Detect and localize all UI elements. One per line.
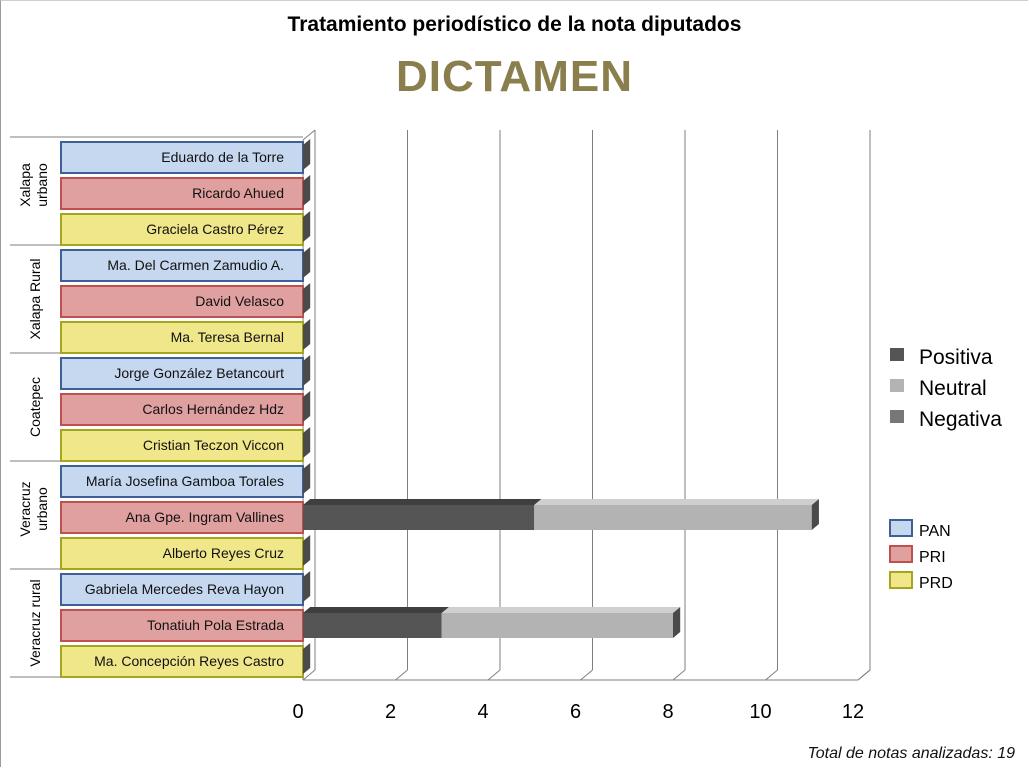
candidate-name: Ma. Concepción Reyes Castro (94, 653, 284, 669)
bar-end-cap (673, 607, 681, 638)
floor-line-0 (302, 669, 316, 681)
bar-end-cap (303, 139, 311, 170)
candidate-label-box-pan (60, 573, 304, 606)
chart-subtitle: DICTAMEN (396, 52, 633, 101)
candidate-name: Gabriela Mercedes Reva Hayon (85, 581, 284, 597)
legend-label-positiva: Positiva (919, 346, 993, 369)
bar-positiva-top (303, 499, 542, 505)
bar-neutral (534, 505, 812, 530)
group-label: Coatepec (27, 377, 43, 437)
candidate-name: María Josefina Gamboa Torales (86, 473, 284, 489)
candidate-label-box-pan (60, 357, 304, 390)
x-tick-label: 10 (749, 701, 771, 723)
chart-title: Tratamiento periodístico de la nota dipu… (287, 13, 742, 36)
legend-swatch-negativa (890, 410, 904, 423)
bar-neutral-top (441, 607, 681, 613)
axis-left-top (302, 129, 316, 141)
candidate-label-box-pri (60, 393, 304, 426)
bar-positiva (303, 613, 442, 638)
bar-end-cap (303, 643, 311, 674)
legend-party-swatch-pri (889, 545, 913, 563)
legend-party-label-pri: PRI (919, 549, 946, 566)
x-tick-label: 4 (477, 701, 488, 723)
floor-right (857, 669, 871, 681)
x-tick-label: 6 (570, 701, 581, 723)
candidate-label-box-prd (60, 537, 304, 570)
floor-line-6 (580, 669, 593, 681)
bar-neutral-top (534, 499, 819, 505)
bar-end-cap (811, 499, 819, 530)
group-label: Veracruz rural (27, 579, 43, 666)
bar-positiva (303, 505, 535, 530)
floor-line-8 (672, 669, 686, 681)
candidate-label-box-pri (60, 285, 304, 318)
bar-end-cap (303, 463, 311, 494)
x-tick-label: 12 (842, 701, 864, 723)
legend-party-swatch-pan (889, 519, 913, 537)
candidate-label-box-pri (60, 609, 304, 642)
legend-swatch-positiva (890, 348, 904, 361)
x-tick-label: 0 (292, 701, 303, 723)
candidate-name: Carlos Hernández Hdz (142, 401, 284, 417)
floor-line-4 (487, 669, 501, 681)
candidate-name: Ma. Teresa Bernal (171, 329, 284, 345)
bar-end-cap (303, 427, 311, 458)
candidate-name: David Velasco (195, 293, 284, 309)
bar-end-cap (303, 571, 311, 602)
bar-end-cap (303, 283, 311, 314)
bar-end-cap (303, 535, 311, 566)
candidate-name: Alberto Reyes Cruz (163, 545, 284, 561)
group-label: Xalapaurbano (17, 163, 50, 207)
candidate-name: Ma. Del Carmen Zamudio A. (107, 257, 284, 273)
candidate-name: Ana Gpe. Ingram Vallines (126, 509, 285, 525)
legend-label-neutral: Neutral (919, 377, 987, 400)
candidate-name: Tonatiuh Pola Estrada (147, 617, 284, 633)
bar-neutral (441, 613, 673, 638)
candidate-name: Jorge González Betancourt (114, 365, 284, 381)
bar-end-cap (303, 247, 311, 278)
candidate-label-box-prd (60, 321, 304, 354)
legend-swatch-neutral (890, 379, 904, 392)
group-label: Veracruzurbano (17, 481, 50, 536)
candidate-name: Ricardo Ahued (192, 185, 284, 201)
x-tick-label: 2 (385, 701, 396, 723)
candidate-label-box-prd (60, 429, 304, 462)
bar-end-cap (303, 175, 311, 206)
floor-line-10 (765, 669, 778, 681)
legend-label-negativa: Negativa (919, 408, 1002, 431)
bar-end-cap (303, 319, 311, 350)
bar-end-cap (303, 391, 311, 422)
floor-line-2 (395, 669, 408, 681)
candidate-name: Cristian Teczon Viccon (143, 437, 284, 453)
x-tick-label: 8 (662, 701, 673, 723)
legend-party-label-prd: PRD (919, 575, 953, 592)
candidate-label-box-pan (60, 249, 304, 282)
legend-party-label-pan: PAN (919, 523, 951, 540)
candidate-name: Eduardo de la Torre (161, 149, 284, 165)
bar-end-cap (303, 211, 311, 242)
candidate-name: Graciela Castro Pérez (146, 221, 284, 237)
bar-positiva-top (303, 607, 449, 613)
group-label: Xalapa Rural (27, 259, 43, 340)
bar-end-cap (303, 355, 311, 386)
total-notes-footnote: Total de notas analizadas: 19 (807, 745, 1015, 762)
legend-party-swatch-prd (889, 571, 913, 589)
